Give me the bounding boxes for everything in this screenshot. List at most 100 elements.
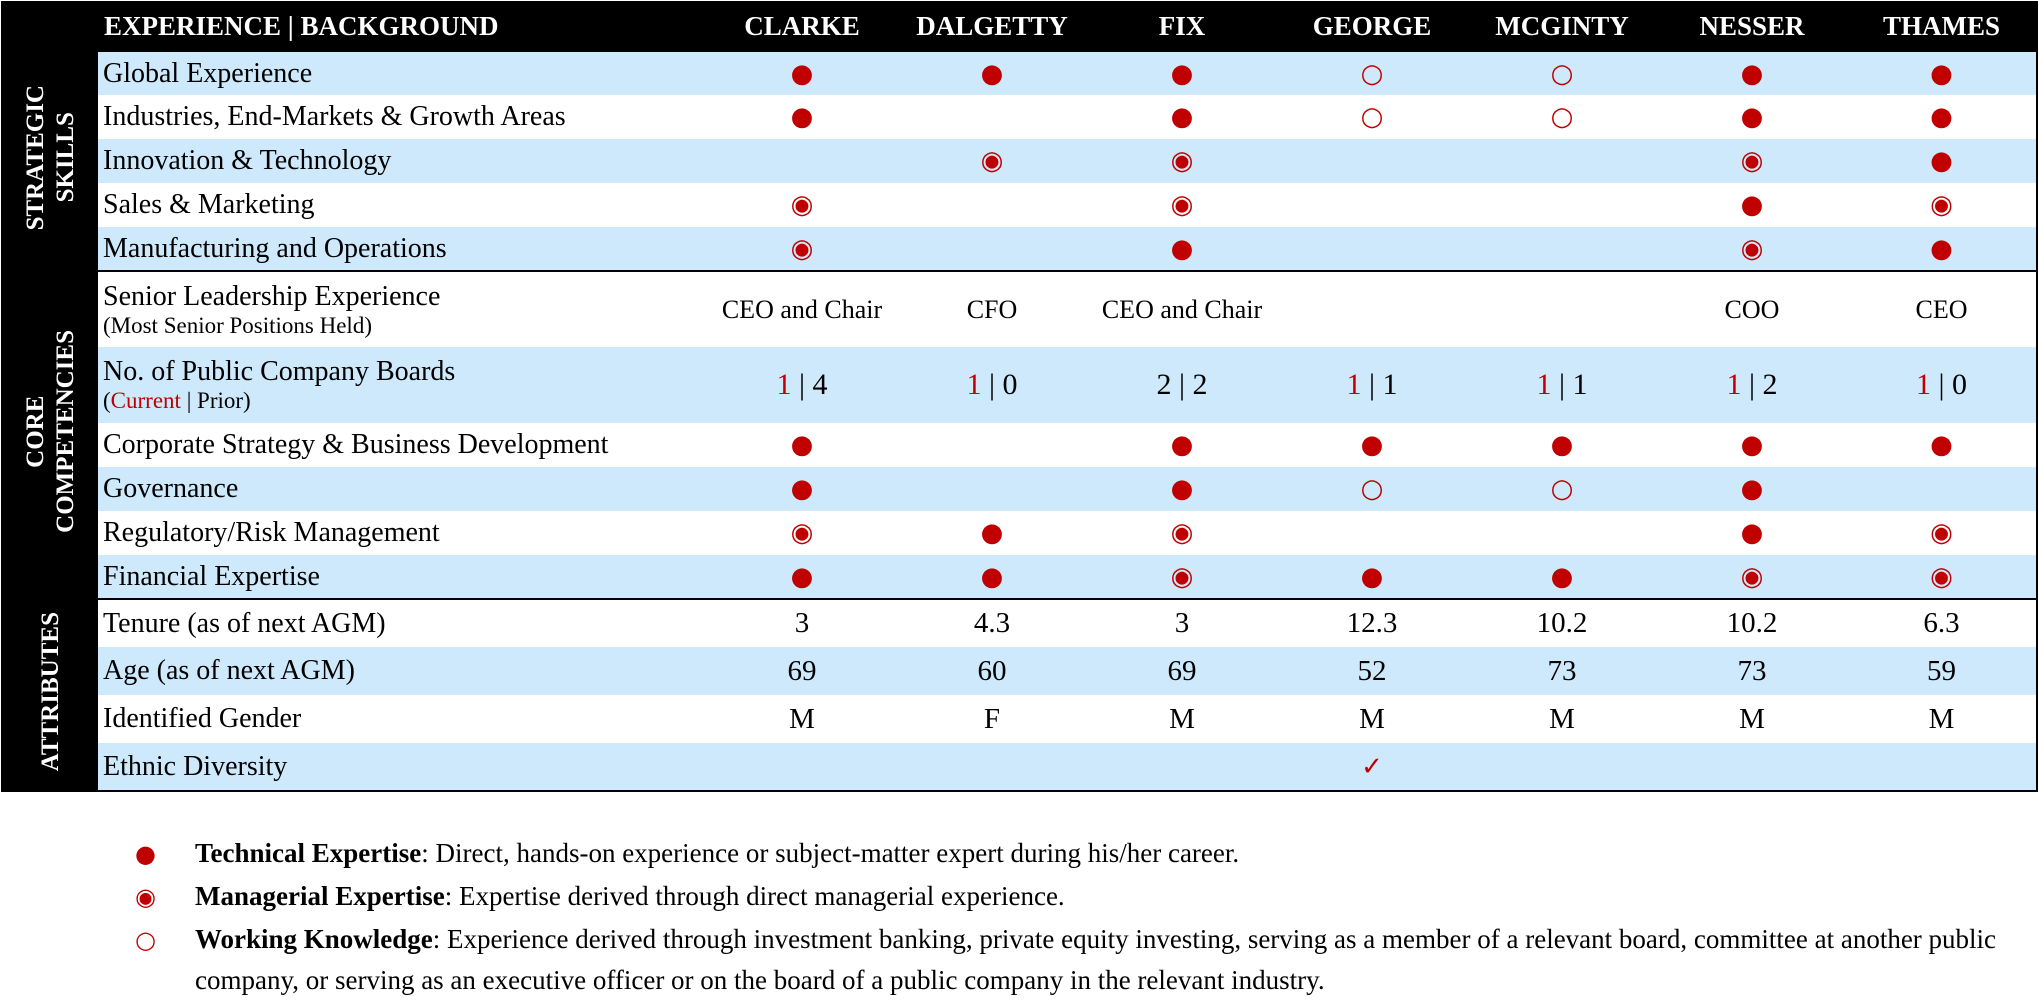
row-label: Ethnic Diversity xyxy=(103,750,288,782)
row-sublabel-text-run: | Prior) xyxy=(180,388,251,413)
row-label-cell: Age (as of next AGM) xyxy=(98,647,707,695)
rating-symbol: ● xyxy=(1930,430,1953,460)
table-row: Age (as of next AGM) 69 60 69 52 73 73 59 xyxy=(2,647,2037,695)
legend-term: Technical Expertise xyxy=(195,838,422,868)
legend-symbol: ● xyxy=(135,840,156,868)
matrix-cell: 3 xyxy=(1087,598,1277,647)
matrix-cell: 1 | 1 xyxy=(1277,347,1467,423)
matrix-cell: ● xyxy=(707,423,897,467)
matrix-cell: ● xyxy=(1277,423,1467,467)
rating-symbol: ○ xyxy=(1360,474,1384,504)
matrix-cell xyxy=(707,139,897,183)
matrix-cell: ● xyxy=(897,555,1087,599)
cell-text: 2 | 2 xyxy=(1156,368,1208,401)
section-label-line: SKILLS xyxy=(51,112,79,203)
matrix-cell: 2 | 2 xyxy=(1087,347,1277,423)
legend-symbol: ◉ xyxy=(135,883,156,911)
row-label: Senior Leadership Experience xyxy=(103,280,441,312)
column-header: GEORGE xyxy=(1277,2,1467,51)
legend-item: ○ Working Knowledge: Experience derived t… xyxy=(135,919,2015,1001)
rating-symbol: ● xyxy=(790,561,814,592)
cell-text: 69 xyxy=(1167,654,1197,687)
row-label-cell: Identified Gender xyxy=(98,695,707,743)
section-label-text: STRATEGIC SKILLS xyxy=(21,85,81,230)
rating-symbol: ● xyxy=(1740,430,1764,460)
matrix-cell: ● xyxy=(707,467,897,511)
rating-symbol: ● xyxy=(1930,58,1953,89)
row-label: No. of Public Company Boards xyxy=(103,356,456,387)
column-header: THAMES xyxy=(1847,2,2037,51)
matrix-cell: M xyxy=(1467,695,1657,743)
rating-symbol: ○ xyxy=(1360,58,1384,89)
row-label: Identified Gender xyxy=(103,703,302,734)
cell-text: M xyxy=(789,702,815,735)
rating-symbol: ◉ xyxy=(1170,518,1194,548)
matrix-cell: ◉ xyxy=(1847,555,2037,599)
matrix-cell: ● xyxy=(1657,50,1847,95)
section-label-line: CORE xyxy=(21,395,49,468)
matrix-cell xyxy=(897,743,1087,791)
rating-symbol: ○ xyxy=(1550,58,1574,89)
legend-description: : Direct, hands-on experience or subject… xyxy=(421,838,1240,868)
cell-text-run: 1 xyxy=(1346,368,1362,401)
matrix-cell: ● xyxy=(1657,511,1847,555)
matrix-cell: ◉ xyxy=(897,139,1087,183)
matrix-cell xyxy=(1467,511,1657,555)
matrix-cell: ○ xyxy=(1467,50,1657,95)
matrix-cell: ● xyxy=(1467,555,1657,599)
matrix-cell: ● xyxy=(1467,423,1657,467)
matrix-cell xyxy=(1277,511,1467,555)
cell-text: M xyxy=(1169,702,1195,735)
cell-text: 73 xyxy=(1547,654,1577,687)
matrix-cell: 1 | 0 xyxy=(897,347,1087,423)
rating-symbol: ● xyxy=(1170,233,1194,264)
matrix-cell: ● xyxy=(1657,183,1847,227)
rating-symbol: ○ xyxy=(1550,102,1574,132)
section-label: CORE COMPETENCIES xyxy=(2,270,98,599)
cell-text-run: 1 xyxy=(776,368,792,401)
rating-symbol: ● xyxy=(1740,102,1764,132)
row-label-cell: Industries, End-Markets & Growth Areas xyxy=(98,95,707,139)
matrix-cell: 59 xyxy=(1847,647,2037,695)
matrix-cell: ○ xyxy=(1277,50,1467,95)
cell-text-run: 1 xyxy=(1915,368,1931,401)
rating-symbol: ● xyxy=(980,58,1004,89)
section-label-text: ATTRIBUTES xyxy=(36,612,66,771)
matrix-cell: ● xyxy=(1657,423,1847,467)
rating-symbol: ● xyxy=(790,102,814,132)
legend-term: Working Knowledge xyxy=(195,924,433,954)
matrix-cell: ◉ xyxy=(707,227,897,271)
matrix-cell: 12.3 xyxy=(1277,598,1467,647)
table-row: Financial Expertise ● ● ◉ ● ● ◉ ◉ xyxy=(2,555,2037,599)
matrix-cell xyxy=(1467,227,1657,271)
matrix-cell: ● xyxy=(1847,95,2037,139)
rating-symbol: ● xyxy=(790,58,814,89)
legend-term: Managerial Expertise xyxy=(195,881,445,911)
matrix-cell: ● xyxy=(1847,423,2037,467)
rating-symbol: ◉ xyxy=(1170,190,1194,220)
matrix-cell: ● xyxy=(1847,50,2037,95)
matrix-cell: M xyxy=(1657,695,1847,743)
header-corner xyxy=(2,2,98,51)
cell-text: 3 xyxy=(1174,607,1190,639)
cell-text-run: | 0 xyxy=(1930,368,1967,401)
rating-symbol: ● xyxy=(1170,474,1194,504)
rating-symbol: ● xyxy=(790,430,814,460)
row-label-cell: Corporate Strategy & Business Developmen… xyxy=(98,423,707,467)
rating-symbol: ● xyxy=(1170,58,1194,89)
matrix-cell: ✓ xyxy=(1277,743,1467,791)
row-label: Financial Expertise xyxy=(103,560,320,592)
table-row: Innovation & Technology ◉ ◉ ◉ ● xyxy=(2,139,2037,183)
section-label: ATTRIBUTES xyxy=(2,598,98,791)
matrix-cell: ○ xyxy=(1277,95,1467,139)
row-label-cell: Ethnic Diversity xyxy=(98,743,707,791)
matrix-cell xyxy=(897,227,1087,271)
legend-text: Working Knowledge: Experience derived th… xyxy=(195,919,2015,1001)
matrix-cell: 10.2 xyxy=(1657,598,1847,647)
row-label: Innovation & Technology xyxy=(103,145,392,176)
rating-symbol: ● xyxy=(1930,233,1953,264)
matrix-cell: ◉ xyxy=(1657,227,1847,271)
legend-description: : Expertise derived through direct manag… xyxy=(444,881,1065,911)
column-header: FIX xyxy=(1087,2,1277,51)
cell-text-run: | 2 xyxy=(1741,368,1778,401)
